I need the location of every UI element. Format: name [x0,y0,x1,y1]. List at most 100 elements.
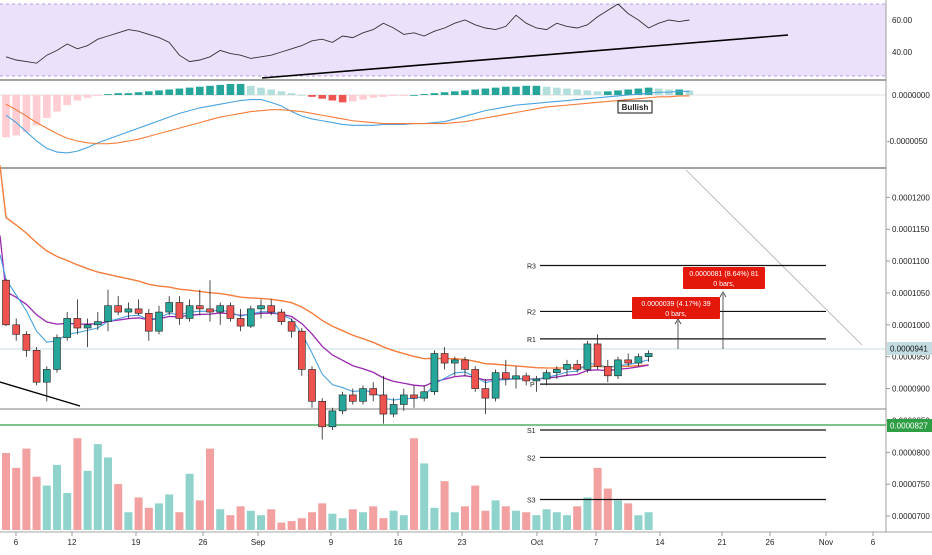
macd-histogram-bar [236,83,245,95]
volume-bar [359,512,367,530]
signal-line [5,95,690,145]
volume-bar [12,467,21,530]
price-tick-label: 0.0000900 [892,385,930,394]
macd-histogram-bar [461,90,469,95]
time-tick-label: 16 [394,538,403,547]
macd-histogram-bar [32,95,41,126]
macd-histogram-bar [542,86,551,95]
time-tick-label: 6 [14,538,19,547]
measure-callout-text: 0 bars, [713,281,734,288]
macd-histogram-bar [73,95,82,101]
macd-histogram-bar [593,91,602,95]
measure-callout-box [632,297,720,319]
time-tick-label: 7 [594,538,599,547]
macd-histogram-bar [267,89,275,95]
macd-histogram-bar [604,91,612,95]
volume-bar [124,512,133,530]
macd-histogram-bar [83,95,92,98]
time-tick-label: Nov [819,538,833,547]
macd-histogram-bar [298,95,306,96]
candle-body [450,359,459,364]
candle-body [185,305,194,319]
macd-histogram-bar [644,87,653,95]
measure-callout-box [683,267,765,289]
price-tick-label: 0.0000950 [892,353,930,362]
fast-moving-average-line [0,254,649,401]
macd-histogram-bar [379,95,388,97]
volume-bar [603,488,612,530]
macd-histogram-bar [502,86,510,95]
macd-histogram-bar [614,90,622,95]
macd-histogram-bar [675,89,683,95]
macd-histogram-bar [400,95,408,96]
macd-histogram-bar [624,89,632,95]
macd-tick-label: -0.0000050 [887,137,928,146]
volume-bar [440,481,449,530]
macd-histogram-bar [145,91,153,95]
volume-bar [287,521,296,530]
volume-bar [175,512,184,530]
volume-bar [226,515,235,530]
candle-body [532,378,541,382]
candle-body [348,394,357,402]
candle-body [583,343,592,370]
volume-bar [552,512,561,530]
volume-bar [267,509,276,530]
time-tick-label: 14 [656,538,665,547]
candle-body [32,350,41,383]
volume-bar [532,515,541,530]
volume-bar [399,515,408,530]
current-price-value: 0.0000941 [890,345,928,354]
macd-histogram-bar [359,95,367,100]
candle-body [614,359,622,377]
volume-bar [155,503,163,530]
volume-bar [63,493,72,530]
macd-histogram-bar [634,88,643,95]
macd-histogram-bar [206,85,214,95]
volume-bar [185,473,194,530]
candle-body [552,369,561,373]
volume-bar [257,515,265,530]
candle-body [22,334,31,351]
pivot-label: R3 [527,264,536,271]
macd-histogram-bar [277,91,286,95]
candle-body [318,401,327,428]
candle-body [63,318,72,338]
macd-histogram-bar [53,95,61,112]
current-price-tag [887,342,932,355]
volume-bar [634,515,643,530]
macd-histogram-bar [2,95,10,138]
rsi-line [5,3,690,64]
bullish-label: Bullish [622,103,649,112]
price-tick-label: 0.0001050 [892,289,930,298]
measure-callout-text: 0.0000081 (8.64%) 81 [689,271,758,278]
macd-histogram-bar [563,88,571,95]
macd-histogram-bar [410,95,418,96]
volume-bar [308,512,316,530]
volume-bar [93,444,102,530]
volume-bar [583,497,592,530]
volume-bar [501,506,510,530]
volume-bar [32,476,41,530]
macd-histogram-bar [338,95,347,103]
candle-body [104,305,112,322]
candle-body [114,305,122,313]
time-tick-label: 26 [766,538,775,547]
volume-bar [246,510,255,530]
volume-bar [614,500,622,530]
macd-histogram-bar [185,87,194,95]
volume-bar [195,500,204,530]
candle-body [563,364,571,370]
measure-callout-text: 0 bars, [665,311,686,318]
candle-body [277,311,286,322]
macd-histogram-bar [94,95,102,96]
volume-bar [114,484,123,530]
volume-bar [165,494,174,530]
volume-bar [338,518,347,530]
candle-body [410,394,418,399]
macd-histogram-bar [12,95,20,136]
candle-body [12,324,20,335]
mid-moving-average-line [0,235,649,387]
